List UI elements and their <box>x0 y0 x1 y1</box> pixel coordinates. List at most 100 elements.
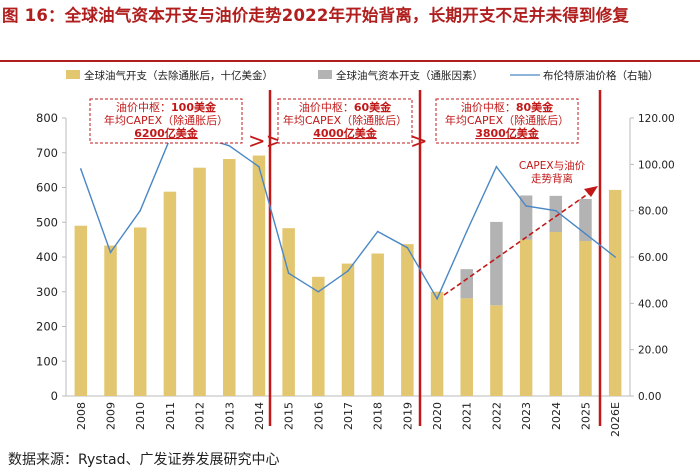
arrow-marker-1: >> <box>248 129 283 153</box>
brent-point-2018 <box>376 230 379 233</box>
brent-point-2015 <box>287 272 290 275</box>
y-left-tick-label: 600 <box>36 181 58 195</box>
bar-real-2025 <box>579 241 592 396</box>
bar-real-2026E <box>608 189 622 396</box>
annotation-1-line-3: 6200亿美金 <box>134 126 199 140</box>
annotation-3-line-1: 油价中枢：80美金 <box>461 100 554 114</box>
y-axis-left-ticks: 0 100 200 300 400 500 600 700 800 <box>36 111 66 403</box>
x-tick-label-2025: 2025 <box>579 402 592 430</box>
annotation-2-line-1: 油价中枢：60美金 <box>299 100 392 114</box>
x-tick-label-2014: 2014 <box>253 402 266 430</box>
y-right-tick-label: 100.00 <box>638 159 675 171</box>
y-left-tick-label: 400 <box>36 250 58 264</box>
x-tick-label-2016: 2016 <box>312 402 325 430</box>
brent-point-2019 <box>406 246 409 249</box>
bar-series <box>74 155 622 396</box>
bar-inflation-2024 <box>549 195 563 232</box>
x-tick-label-2019: 2019 <box>401 402 414 430</box>
brent-point-2014 <box>258 165 260 168</box>
legend-swatch-inflation <box>318 70 332 79</box>
bar-real-2022 <box>490 305 503 396</box>
x-tick-label-2009: 2009 <box>105 402 118 430</box>
y-right-tick-label: 80.00 <box>638 206 668 218</box>
annotation-1-line-2: 年均CAPEX（除通胀后） <box>104 113 228 127</box>
bar-real-2024 <box>549 231 563 396</box>
legend-label-real: 全球油气开支（去除通胀后，十亿美金） <box>84 69 273 82</box>
y-axis-right-ticks: 0.00 20.00 40.00 60.00 80.00 100.00 120.00 <box>630 113 675 403</box>
brent-point-2023 <box>525 205 527 207</box>
brent-point-2016 <box>317 290 320 293</box>
brent-point-2025 <box>584 233 587 235</box>
x-tick-label-2013: 2013 <box>223 402 236 430</box>
brent-point-2020 <box>436 297 438 300</box>
annotation-1-line-1: 油价中枢：100美金 <box>116 100 217 114</box>
brent-point-2013 <box>228 145 231 147</box>
divergence-arrow-head <box>584 186 598 197</box>
legend-label-brent: 布伦特原油价格（右轴） <box>543 69 659 82</box>
brent-point-2008 <box>80 168 82 170</box>
bar-real-2009 <box>104 245 117 396</box>
bar-real-2012 <box>193 167 206 396</box>
bar-real-2020 <box>430 291 444 396</box>
title-rule <box>0 60 700 62</box>
brent-point-2022 <box>495 165 498 168</box>
x-tick-label-2015: 2015 <box>283 402 296 430</box>
bar-inflation-2025 <box>579 198 592 242</box>
bar-real-2019 <box>401 244 414 396</box>
y-right-tick-label: 120.00 <box>638 113 675 125</box>
bar-real-2013 <box>223 159 236 396</box>
bar-real-2023 <box>519 239 533 396</box>
bar-real-2008 <box>74 225 88 396</box>
x-tick-label-2022: 2022 <box>490 402 503 430</box>
legend-swatch-real <box>66 70 80 79</box>
annotation-2008-2014: 油价中枢：100美金 年均CAPEX（除通胀后） 6200亿美金 <box>89 98 243 144</box>
bar-real-2015 <box>282 228 295 396</box>
annotation-3-line-2: 年均CAPEX（除通胀后） <box>445 113 569 127</box>
y-left-tick-label: 300 <box>36 285 58 299</box>
x-tick-label-2008: 2008 <box>75 402 88 430</box>
x-tick-label-2020: 2020 <box>431 402 444 430</box>
arrow-marker-2: > <box>410 129 428 153</box>
x-tick-label-2024: 2024 <box>550 402 563 430</box>
annotation-3-line-3: 3800亿美金 <box>475 126 540 140</box>
x-tick-label-2011: 2011 <box>164 402 177 430</box>
brent-point-2026E <box>614 256 616 258</box>
divergence-label-line-2: 走势背离 <box>531 172 573 185</box>
y-left-tick-label: 100 <box>36 354 58 368</box>
x-tick-label-2010: 2010 <box>134 402 147 430</box>
annotation-2-line-3: 4000亿美金 <box>313 126 378 140</box>
brent-point-2024 <box>554 209 557 212</box>
brent-point-2017 <box>347 270 349 272</box>
y-right-tick-label: 40.00 <box>638 298 668 310</box>
x-tick-label-2012: 2012 <box>194 402 207 430</box>
y-left-tick-label: 0 <box>51 389 58 403</box>
x-axis-tick-labels: 2008 2009 2010 2011 2012 2013 2014 2015 2016 2017… <box>75 402 622 437</box>
brent-point-2009 <box>109 251 112 254</box>
y-left-tick-label: 800 <box>36 111 58 125</box>
divergence-annotation: CAPEX与油价 走势背离 <box>443 159 598 296</box>
bar-real-2018 <box>371 253 384 396</box>
x-tick-label-2023: 2023 <box>520 402 533 430</box>
annotation-2-line-2: 年均CAPEX（除通胀后） <box>283 113 407 127</box>
bar-real-2017 <box>341 263 355 396</box>
y-right-tick-label: 0.00 <box>638 391 661 403</box>
bar-inflation-2021 <box>460 269 473 299</box>
y-left-tick-label: 200 <box>36 320 58 334</box>
source-note: 数据来源：Rystad、广发证券发展研究中心 <box>8 452 280 468</box>
x-tick-label-2026E: 2026E <box>609 402 622 437</box>
bar-real-2016 <box>312 276 325 396</box>
brent-point-2010 <box>139 209 142 212</box>
x-tick-label-2021: 2021 <box>461 402 474 430</box>
figure-title: 图 16：全球油气资本开支与油价走势2022年开始背离，长期开支不足并未得到修复 <box>2 6 630 25</box>
x-tick-label-2017: 2017 <box>342 402 355 430</box>
legend: 全球油气开支（去除通胀后，十亿美金） 全球油气资本开支（通胀因素） 布伦特原油价… <box>66 69 659 82</box>
brent-point-2021 <box>465 230 468 233</box>
divergence-trend-arrow <box>443 190 593 296</box>
legend-label-inflation: 全球油气资本开支（通胀因素） <box>336 69 483 82</box>
divergence-label-line-1: CAPEX与油价 <box>519 159 586 172</box>
bar-inflation-2022 <box>490 221 503 306</box>
y-left-tick-label: 500 <box>36 215 58 229</box>
bar-real-2014 <box>252 155 266 396</box>
x-tick-label-2018: 2018 <box>372 402 385 430</box>
